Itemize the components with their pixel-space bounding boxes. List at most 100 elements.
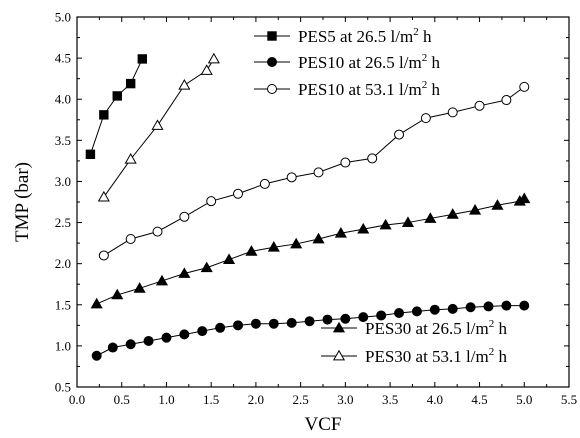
data-point bbox=[250, 318, 261, 329]
series-3 bbox=[90, 192, 531, 309]
data-point bbox=[215, 322, 226, 333]
data-point bbox=[125, 339, 136, 350]
legend-entry-bottom: PES30 at 53.1 l/m2 h bbox=[321, 346, 507, 366]
data-point bbox=[91, 350, 102, 361]
data-point bbox=[124, 153, 137, 164]
data-point bbox=[200, 261, 213, 273]
series-1 bbox=[91, 300, 530, 361]
data-point bbox=[519, 300, 530, 311]
legend-label: PES10 at 53.1 l/m2 h bbox=[298, 79, 440, 99]
data-point bbox=[197, 326, 208, 337]
data-point bbox=[178, 79, 191, 90]
x-tick-label: 2.5 bbox=[293, 392, 309, 407]
data-point bbox=[304, 316, 315, 327]
y-tick-label: 3.5 bbox=[55, 133, 71, 148]
data-point bbox=[137, 54, 148, 64]
y-tick-label: 3.0 bbox=[55, 174, 71, 189]
data-point bbox=[491, 199, 504, 210]
x-tick-label: 4.0 bbox=[427, 392, 443, 407]
legend-label: PES30 at 26.5 l/m2 h bbox=[365, 318, 507, 338]
legend-marker bbox=[267, 31, 277, 41]
data-point bbox=[357, 222, 370, 234]
data-point bbox=[447, 303, 458, 314]
legend-label: PES30 at 53.1 l/m2 h bbox=[365, 346, 507, 366]
data-point bbox=[376, 310, 387, 321]
data-point bbox=[161, 332, 172, 343]
data-point bbox=[483, 301, 494, 312]
x-tick-label: 3.5 bbox=[382, 392, 398, 407]
x-tick-label: 1.0 bbox=[158, 392, 174, 407]
data-point bbox=[446, 208, 459, 219]
y-tick-label: 2.5 bbox=[55, 215, 71, 230]
data-point bbox=[312, 232, 325, 244]
data-point bbox=[99, 110, 109, 120]
series-4 bbox=[97, 52, 220, 202]
data-point bbox=[501, 95, 512, 106]
y-tick-label: 4.5 bbox=[55, 51, 71, 66]
series-2 bbox=[98, 81, 530, 261]
data-point bbox=[125, 78, 136, 89]
data-point bbox=[268, 318, 279, 329]
data-point bbox=[233, 320, 244, 331]
data-point bbox=[465, 302, 476, 313]
data-point bbox=[447, 107, 458, 118]
data-point bbox=[223, 253, 236, 264]
x-tick-label: 3.0 bbox=[337, 392, 353, 407]
data-point bbox=[420, 113, 431, 124]
data-point bbox=[200, 64, 213, 75]
data-point bbox=[267, 241, 280, 252]
x-axis-title: VCF bbox=[305, 414, 342, 435]
data-point bbox=[334, 227, 347, 238]
data-point bbox=[151, 119, 164, 130]
data-point bbox=[107, 342, 118, 353]
y-tick-label: 5.0 bbox=[55, 10, 71, 25]
y-tick-label: 4.0 bbox=[55, 92, 71, 107]
data-point bbox=[111, 288, 124, 300]
series-line bbox=[89, 58, 143, 155]
x-tick-label: 4.5 bbox=[471, 392, 487, 407]
data-point bbox=[340, 313, 351, 324]
data-point bbox=[519, 81, 530, 92]
data-point bbox=[290, 237, 303, 249]
data-point bbox=[143, 335, 154, 346]
data-point bbox=[322, 314, 333, 325]
legend-entry-bottom: PES30 at 26.5 l/m2 h bbox=[321, 318, 507, 338]
legend-marker bbox=[332, 321, 346, 333]
legend-label: PES5 at 26.5 l/m2 h bbox=[298, 26, 432, 46]
legend-entry-top: PES10 at 26.5 l/m2 h bbox=[254, 52, 440, 72]
x-tick-label: 5.0 bbox=[516, 392, 532, 407]
data-point bbox=[429, 304, 440, 315]
data-point bbox=[207, 52, 220, 64]
y-tick-label: 0.5 bbox=[55, 380, 71, 395]
legend-marker bbox=[332, 349, 346, 361]
data-point bbox=[358, 312, 369, 323]
data-point bbox=[313, 167, 324, 178]
data-point bbox=[367, 153, 378, 164]
y-axis-title: TMP (bar) bbox=[12, 162, 33, 242]
data-point bbox=[133, 282, 146, 293]
data-point bbox=[178, 267, 191, 278]
data-point bbox=[97, 190, 110, 202]
data-point bbox=[245, 245, 258, 256]
data-point bbox=[340, 157, 351, 168]
data-point bbox=[469, 204, 482, 215]
data-point bbox=[411, 306, 422, 317]
data-point bbox=[90, 297, 103, 309]
legend-marker bbox=[267, 57, 277, 67]
data-point bbox=[401, 216, 415, 227]
legend-marker bbox=[267, 84, 277, 94]
data-point bbox=[394, 129, 405, 140]
legend-label: PES10 at 26.5 l/m2 h bbox=[298, 52, 440, 72]
x-tick-label: 0.5 bbox=[114, 392, 130, 407]
x-tick-label: 5.5 bbox=[561, 392, 577, 407]
x-tick-label: 2.0 bbox=[248, 392, 264, 407]
series-0 bbox=[85, 54, 148, 160]
data-point bbox=[155, 274, 169, 286]
data-point bbox=[98, 250, 109, 261]
data-point bbox=[379, 218, 392, 230]
y-tick-label: 1.5 bbox=[55, 297, 71, 312]
data-point bbox=[518, 192, 531, 204]
data-point bbox=[394, 308, 405, 318]
data-point bbox=[85, 149, 96, 160]
